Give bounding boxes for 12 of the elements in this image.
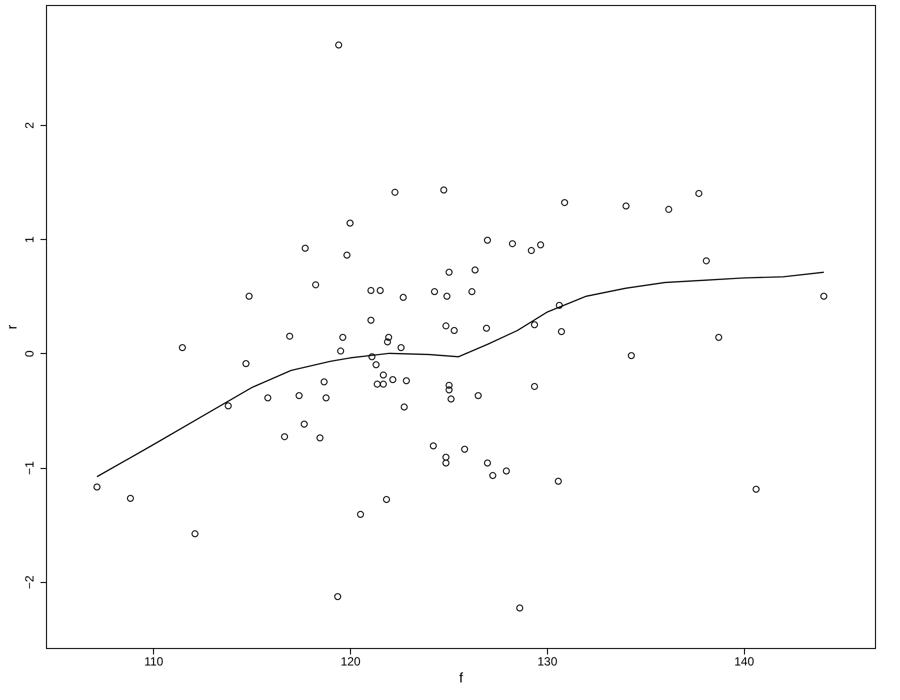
y-tick-label: −1	[22, 460, 36, 475]
x-tick-label: 130	[537, 654, 558, 668]
y-tick-label: 0	[22, 350, 36, 358]
y-tick-label: −2	[22, 575, 36, 590]
x-tick-label: 110	[144, 654, 164, 668]
x-tick-label: 120	[340, 654, 361, 668]
x-axis-title: f	[459, 670, 464, 686]
y-tick-label: 2	[22, 122, 36, 129]
x-tick-label: 140	[734, 654, 755, 668]
y-tick-label: 1	[22, 236, 36, 243]
line-series	[96, 272, 824, 478]
y-axis-title: r	[4, 324, 20, 330]
